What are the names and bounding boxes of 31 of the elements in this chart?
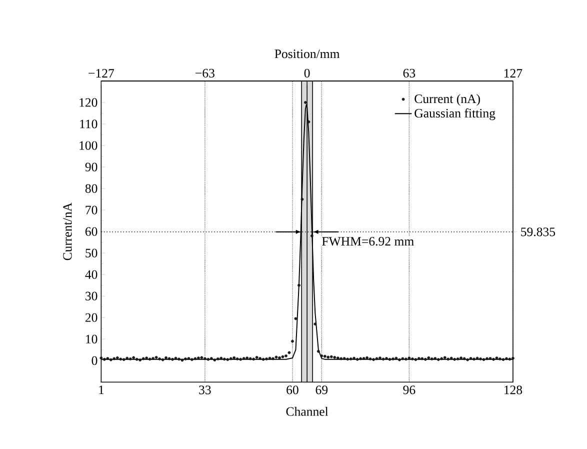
x-tick-label: 69 — [316, 385, 328, 394]
x2-tick-label: 63 — [403, 68, 416, 78]
legend-label: Current (nA) — [414, 94, 480, 106]
x2-tick-label: 0 — [304, 68, 310, 78]
x-tick-label: 128 — [504, 385, 522, 394]
legend-label: Gaussian fitting — [414, 108, 496, 120]
y-tick-label: 20 — [85, 313, 98, 322]
y-tick-label: 30 — [86, 292, 98, 300]
y-tick-label: 60 — [85, 227, 98, 236]
y-tick-label: 120 — [80, 98, 98, 107]
x-tick-label: 33 — [199, 385, 211, 394]
x2-tick-label: 127 — [504, 68, 522, 78]
y-tick-label: 0 — [92, 356, 98, 365]
y-axis-title: Current/nA — [63, 202, 72, 260]
y-tick-label: 70 — [86, 206, 98, 214]
x-axis-title: Channel — [286, 406, 328, 416]
y-tick-label: 110 — [80, 120, 98, 128]
y-tick-label: 100 — [80, 141, 98, 150]
y-tick-label: 10 — [86, 334, 98, 344]
x2-axis-title: Position/mm — [274, 49, 340, 58]
y-tick-label: 50 — [86, 248, 98, 258]
y-tick-label: 40 — [85, 270, 98, 279]
x-tick-label: 60 — [286, 385, 298, 394]
annotation: FWHM=6.92 mm — [322, 236, 414, 246]
y-tick-label: 90 — [85, 162, 98, 172]
x-tick-label: 96 — [403, 385, 416, 394]
y-tick-label: 80 — [85, 184, 98, 193]
x-tick-label: 1 — [99, 385, 104, 394]
x2-tick-label: −63 — [196, 68, 214, 78]
ref-line-label: 59.835 — [521, 227, 556, 236]
x2-tick-label: −127 — [88, 68, 114, 78]
